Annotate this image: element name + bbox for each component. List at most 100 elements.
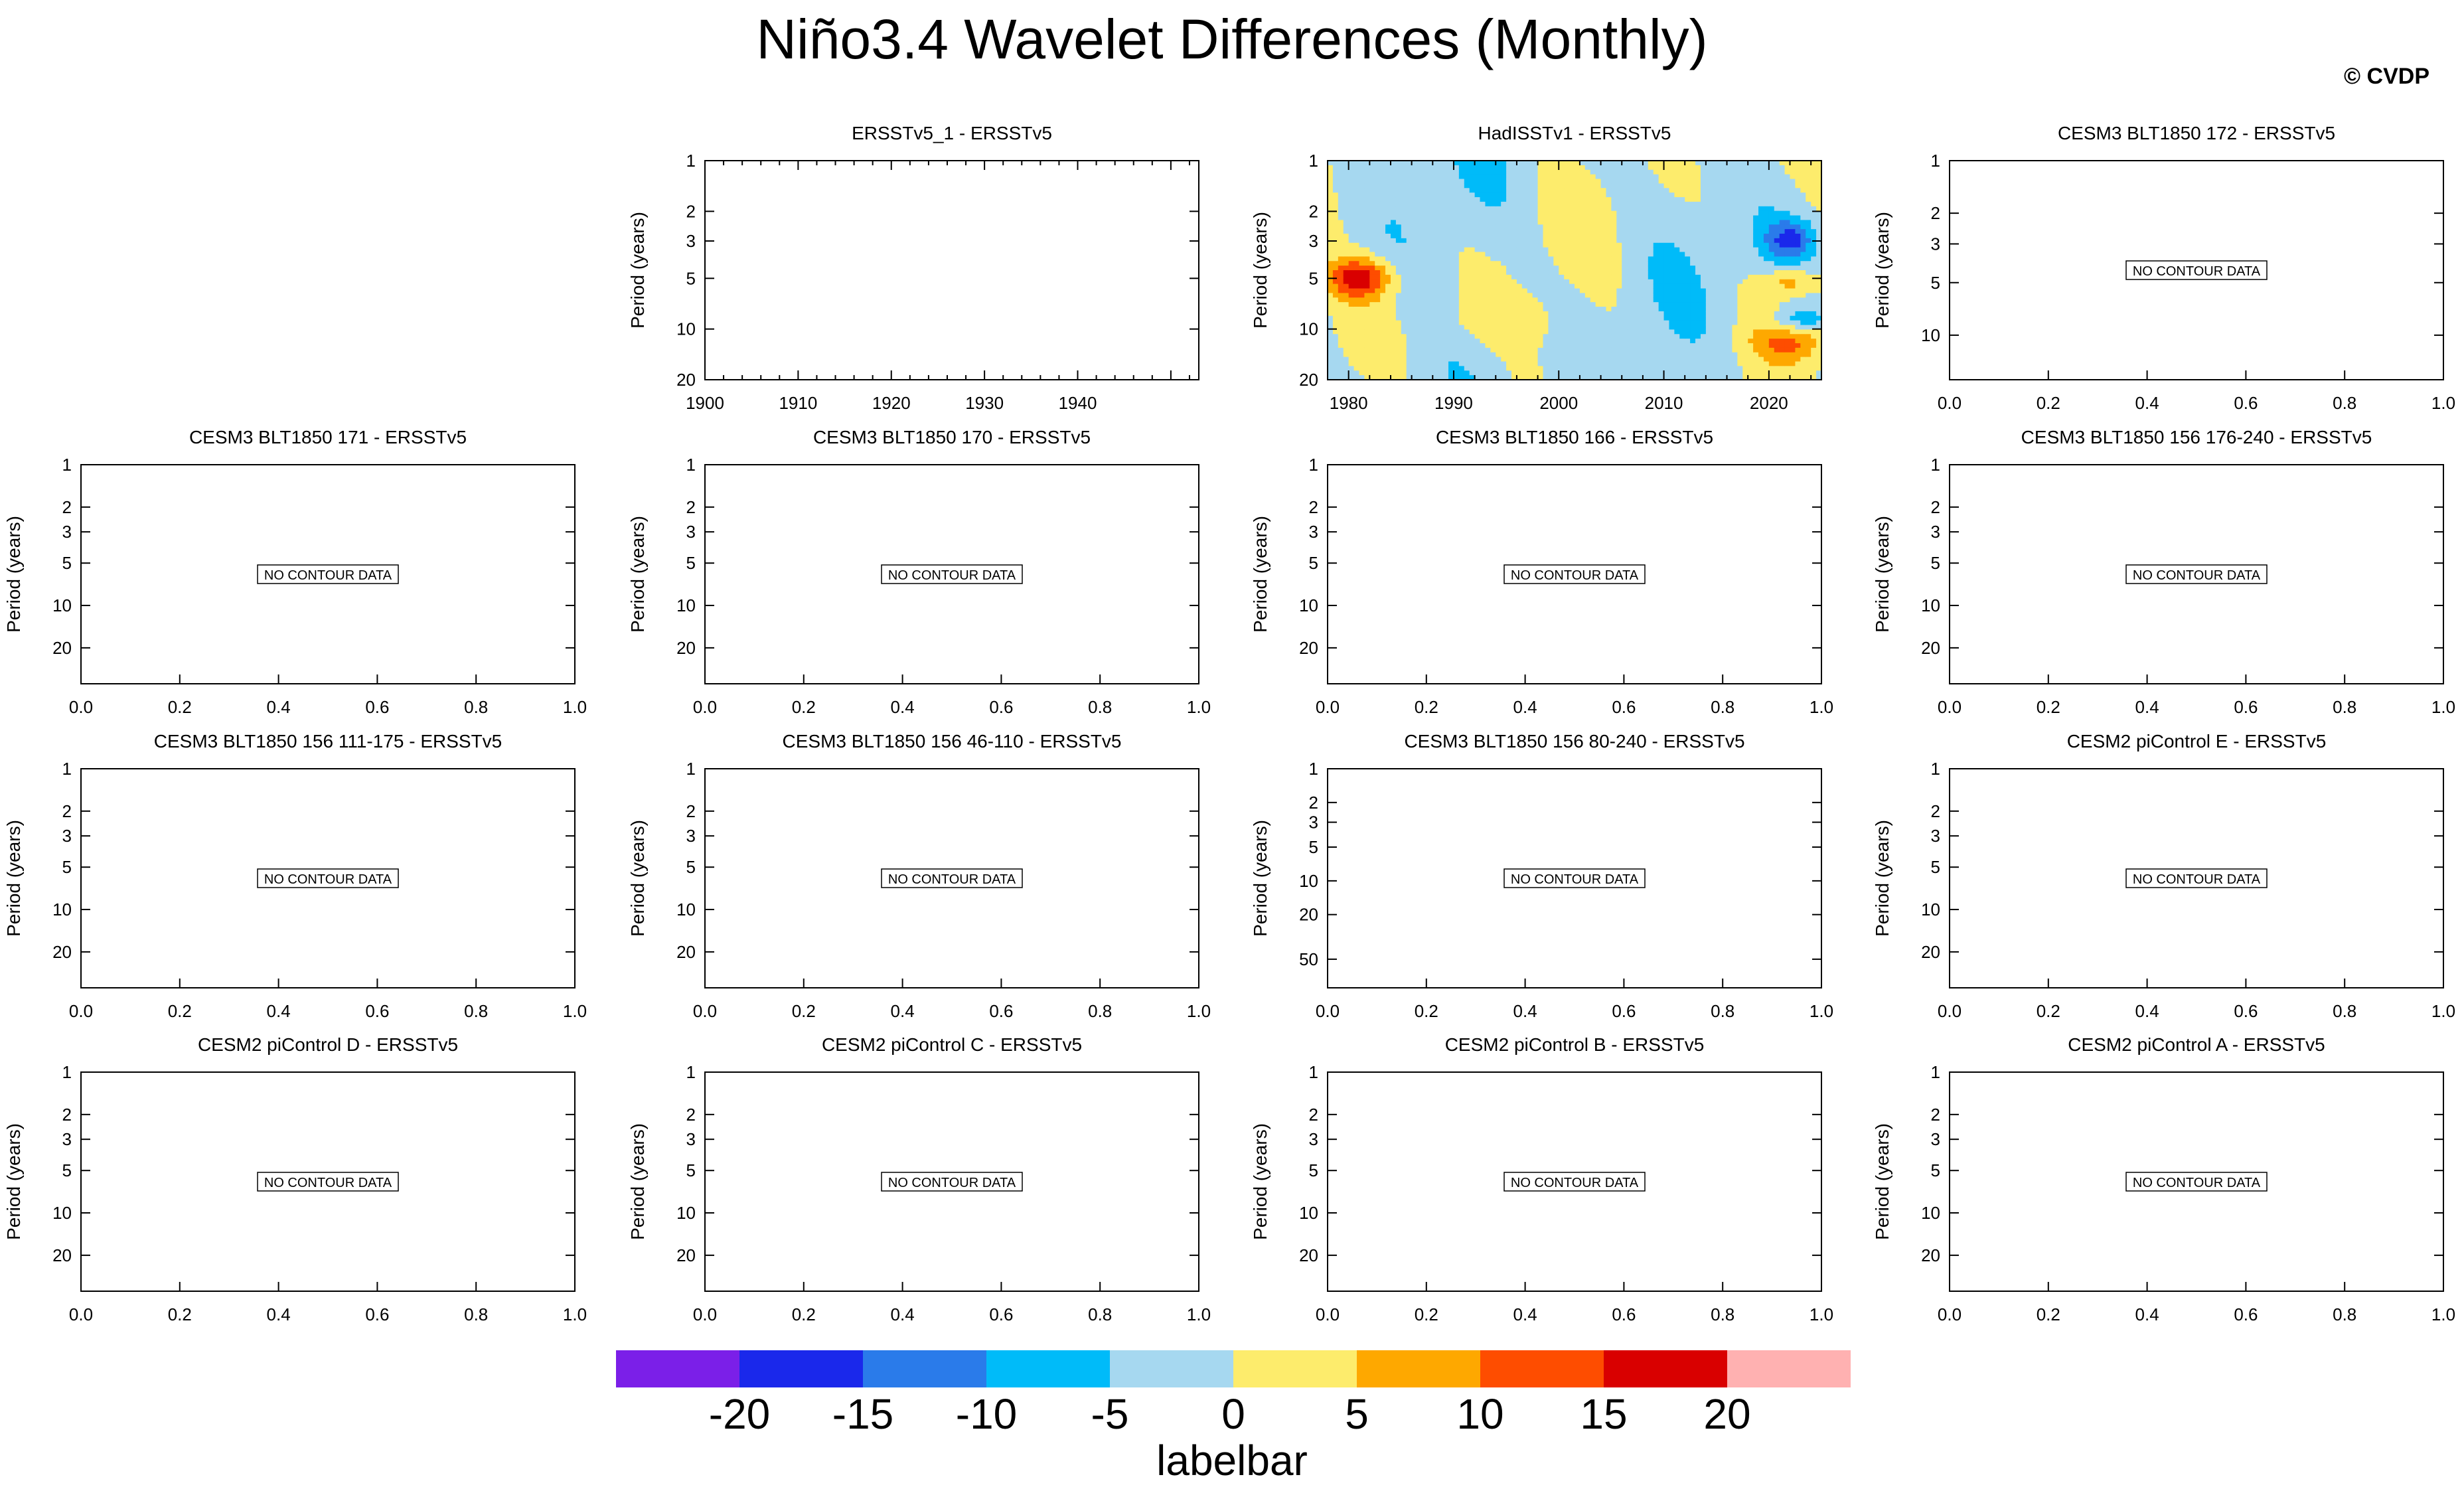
heatmap-cell (1705, 174, 1712, 180)
heatmap-cell (1700, 339, 1707, 344)
heatmap-cell (1380, 266, 1386, 271)
heatmap-cell (1569, 311, 1575, 317)
heatmap-cell (1632, 361, 1638, 366)
heatmap-cell (1642, 179, 1649, 184)
heatmap-cell (1716, 247, 1723, 253)
heatmap-cell (1742, 252, 1748, 257)
heatmap-cell (1727, 242, 1733, 248)
heatmap-cell (1353, 325, 1360, 330)
heatmap-cell (1637, 288, 1644, 293)
heatmap-cell (1674, 325, 1680, 330)
heatmap-cell (1642, 256, 1649, 262)
heatmap-cell (1674, 161, 1680, 166)
heatmap-cell (1375, 325, 1381, 330)
heatmap-cell (1663, 293, 1670, 298)
heatmap-cell (1548, 302, 1554, 307)
heatmap-cell (1490, 242, 1496, 248)
x-tick-label: 0.2 (2037, 697, 2060, 717)
heatmap-cell (1575, 320, 1580, 326)
heatmap-cell (1575, 356, 1580, 362)
heatmap-cell (1784, 352, 1791, 358)
heatmap-cell (1328, 201, 1334, 207)
heatmap-cell (1669, 297, 1675, 303)
heatmap-cell (1332, 366, 1339, 371)
heatmap-cell (1774, 320, 1780, 326)
heatmap-cell (1590, 356, 1596, 362)
heatmap-cell (1359, 293, 1365, 298)
heatmap-cell (1375, 220, 1381, 225)
heatmap-cell (1711, 179, 1717, 184)
heatmap-cell (1501, 210, 1507, 216)
heatmap-cell (1663, 238, 1670, 244)
heatmap-cell (1537, 215, 1544, 220)
heatmap-cell (1401, 370, 1407, 376)
heatmap-cell (1806, 247, 1811, 253)
heatmap-cell (1406, 283, 1413, 289)
heatmap-cell (1695, 179, 1701, 184)
heatmap-cell (1685, 329, 1691, 335)
heatmap-cell (1422, 356, 1428, 362)
heatmap-cell (1527, 224, 1533, 230)
heatmap-cell (1359, 356, 1365, 362)
heatmap-cell (1690, 238, 1696, 244)
heatmap-cell (1516, 356, 1523, 362)
heatmap-cell (1669, 201, 1675, 207)
heatmap-cell (1359, 347, 1365, 353)
heatmap-cell (1480, 329, 1486, 335)
heatmap-cell (1464, 366, 1470, 371)
x-tick-label: 1.0 (563, 1001, 587, 1021)
heatmap-cell (1600, 366, 1607, 371)
heatmap-cell (1616, 343, 1622, 349)
heatmap-cell (1553, 288, 1559, 293)
heatmap-cell (1432, 215, 1438, 220)
heatmap-cell (1537, 370, 1544, 376)
heatmap-cell (1705, 247, 1712, 253)
heatmap-cell (1727, 329, 1733, 335)
heatmap-cell (1784, 339, 1791, 344)
heatmap-cell (1632, 366, 1638, 371)
heatmap-cell (1590, 274, 1596, 280)
x-tick-label: 0.4 (267, 697, 291, 717)
heatmap-cell (1716, 201, 1723, 207)
heatmap-cell (1627, 302, 1633, 307)
heatmap-cell (1642, 165, 1649, 171)
heatmap-cell (1369, 283, 1375, 289)
heatmap-cell (1816, 352, 1822, 358)
heatmap-cell (1637, 193, 1644, 198)
heatmap-cell (1448, 352, 1454, 358)
plot-frame (1949, 160, 2444, 380)
heatmap-cell (1485, 220, 1491, 225)
heatmap-cell (1453, 361, 1460, 366)
heatmap-cell (1716, 366, 1723, 371)
heatmap-cell (1716, 174, 1723, 180)
heatmap-cell (1532, 165, 1539, 171)
heatmap-cell (1411, 234, 1418, 239)
heatmap-cell (1732, 201, 1738, 207)
heatmap-cell (1758, 325, 1764, 330)
heatmap-cell (1490, 179, 1496, 184)
heatmap-cell (1496, 261, 1502, 266)
heatmap-cell (1338, 370, 1344, 376)
heatmap-cell (1380, 307, 1386, 312)
heatmap-cell (1559, 297, 1565, 303)
heatmap-cell (1343, 370, 1349, 376)
heatmap-cell (1685, 161, 1691, 166)
heatmap-cell (1806, 165, 1811, 171)
panel-title: ERSSTv5_1 - ERSSTv5 (852, 123, 1052, 143)
heatmap-cell (1637, 188, 1644, 193)
heatmap-cell (1611, 293, 1617, 298)
heatmap-cell (1385, 169, 1391, 175)
heatmap-cell (1364, 283, 1370, 289)
heatmap-cell (1642, 206, 1649, 212)
heatmap-cell (1800, 307, 1806, 312)
heatmap-cell (1443, 347, 1449, 353)
heatmap-cell (1564, 274, 1570, 280)
heatmap-cell (1338, 224, 1344, 230)
heatmap-cell (1532, 352, 1539, 358)
heatmap-cell (1564, 343, 1570, 349)
heatmap-cell (1748, 169, 1754, 175)
heatmap-cell (1816, 361, 1822, 366)
heatmap-cell (1369, 256, 1375, 262)
heatmap-cell (1380, 366, 1386, 371)
heatmap-cell (1348, 266, 1355, 271)
